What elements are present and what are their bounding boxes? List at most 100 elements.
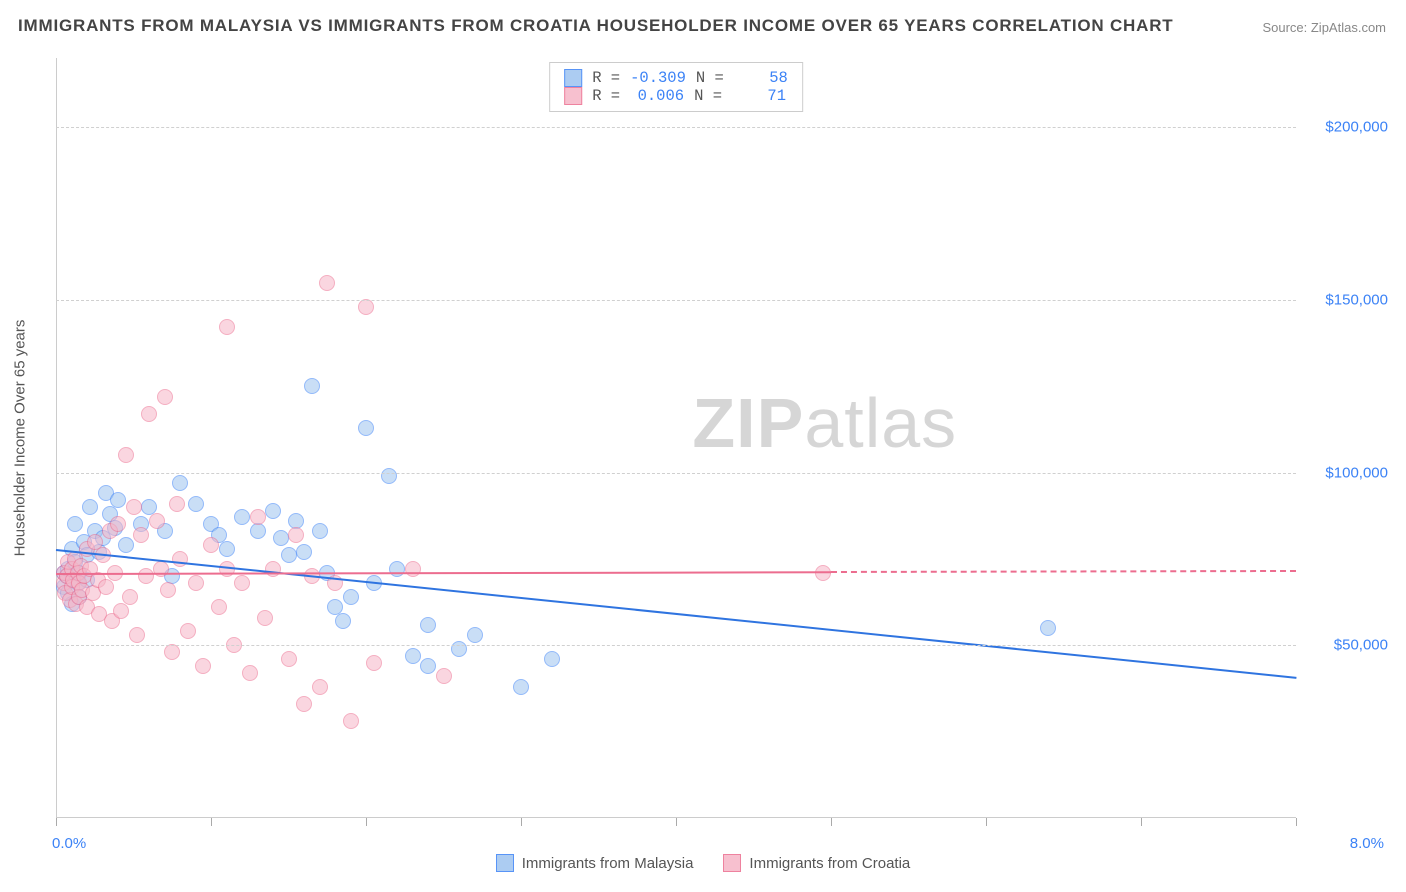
legend-item-malaysia: Immigrants from Malaysia <box>496 854 694 872</box>
n-value-croatia: 71 <box>732 87 786 105</box>
gridline-h <box>56 473 1296 474</box>
data-point <box>203 537 219 553</box>
legend-swatch-malaysia <box>496 854 514 872</box>
source-label: Source: ZipAtlas.com <box>1262 20 1386 35</box>
r-label: R = <box>592 69 620 87</box>
data-point <box>160 582 176 598</box>
data-point <box>113 603 129 619</box>
x-tick <box>831 818 832 826</box>
data-point <box>82 499 98 515</box>
data-point <box>304 378 320 394</box>
data-point <box>257 610 273 626</box>
r-value-croatia: 0.006 <box>630 87 684 105</box>
data-point <box>219 541 235 557</box>
data-point <box>420 658 436 674</box>
data-point <box>110 492 126 508</box>
x-tick <box>676 818 677 826</box>
data-point <box>544 651 560 667</box>
data-point <box>129 627 145 643</box>
trend-line <box>56 549 1296 679</box>
data-point <box>219 319 235 335</box>
data-point <box>141 406 157 422</box>
data-point <box>250 509 266 525</box>
data-point <box>358 420 374 436</box>
data-point <box>436 668 452 684</box>
chart-area: Householder Income Over 65 years ZIPatla… <box>56 58 1296 818</box>
data-point <box>273 530 289 546</box>
gridline-h <box>56 645 1296 646</box>
x-tick <box>211 818 212 826</box>
data-point <box>98 579 114 595</box>
data-point <box>513 679 529 695</box>
swatch-malaysia <box>564 69 582 87</box>
data-point <box>219 561 235 577</box>
x-tick <box>521 818 522 826</box>
x-tick <box>366 818 367 826</box>
data-point <box>420 617 436 633</box>
legend-item-croatia: Immigrants from Croatia <box>723 854 910 872</box>
data-point <box>281 651 297 667</box>
data-point <box>67 516 83 532</box>
x-tick <box>56 818 57 826</box>
data-point <box>211 599 227 615</box>
trend-line-dash <box>831 570 1296 573</box>
data-point <box>172 551 188 567</box>
data-point <box>343 589 359 605</box>
swatch-croatia <box>564 87 582 105</box>
data-point <box>343 713 359 729</box>
data-point <box>265 561 281 577</box>
data-point <box>335 613 351 629</box>
stats-row-malaysia: R = -0.309 N = 58 <box>564 69 788 87</box>
gridline-h <box>56 300 1296 301</box>
legend-swatch-croatia <box>723 854 741 872</box>
n-label: N = <box>694 87 722 105</box>
x-tick <box>986 818 987 826</box>
data-point <box>138 568 154 584</box>
y-axis-title: Householder Income Over 65 years <box>12 320 29 557</box>
data-point <box>381 468 397 484</box>
data-point <box>312 679 328 695</box>
data-point <box>126 499 142 515</box>
data-point <box>157 389 173 405</box>
data-point <box>405 561 421 577</box>
data-point <box>358 299 374 315</box>
data-point <box>467 627 483 643</box>
data-point <box>234 575 250 591</box>
data-point <box>180 623 196 639</box>
data-point <box>149 513 165 529</box>
data-point <box>366 655 382 671</box>
data-point <box>1040 620 1056 636</box>
x-max-label: 8.0% <box>1350 835 1384 852</box>
legend-label-croatia: Immigrants from Croatia <box>749 855 910 872</box>
data-point <box>133 527 149 543</box>
data-point <box>122 589 138 605</box>
data-point <box>389 561 405 577</box>
data-point <box>188 575 204 591</box>
legend-label-malaysia: Immigrants from Malaysia <box>522 855 694 872</box>
data-point <box>234 509 250 525</box>
y-tick-label: $200,000 <box>1304 119 1388 136</box>
data-point <box>281 547 297 563</box>
data-point <box>296 696 312 712</box>
data-point <box>153 561 169 577</box>
data-point <box>164 644 180 660</box>
data-point <box>288 527 304 543</box>
data-point <box>242 665 258 681</box>
y-tick-label: $100,000 <box>1304 464 1388 481</box>
data-point <box>118 537 134 553</box>
stats-legend-box: R = -0.309 N = 58 R = 0.006 N = 71 <box>549 62 803 112</box>
data-point <box>169 496 185 512</box>
data-point <box>250 523 266 539</box>
data-point <box>118 447 134 463</box>
data-point <box>265 503 281 519</box>
data-point <box>195 658 211 674</box>
r-label: R = <box>592 87 620 105</box>
y-tick-label: $50,000 <box>1304 637 1388 654</box>
plot-surface <box>56 58 1296 818</box>
n-label: N = <box>696 69 724 87</box>
bottom-legend: Immigrants from Malaysia Immigrants from… <box>0 854 1406 872</box>
x-tick <box>1296 818 1297 826</box>
data-point <box>188 496 204 512</box>
data-point <box>296 544 312 560</box>
data-point <box>172 475 188 491</box>
